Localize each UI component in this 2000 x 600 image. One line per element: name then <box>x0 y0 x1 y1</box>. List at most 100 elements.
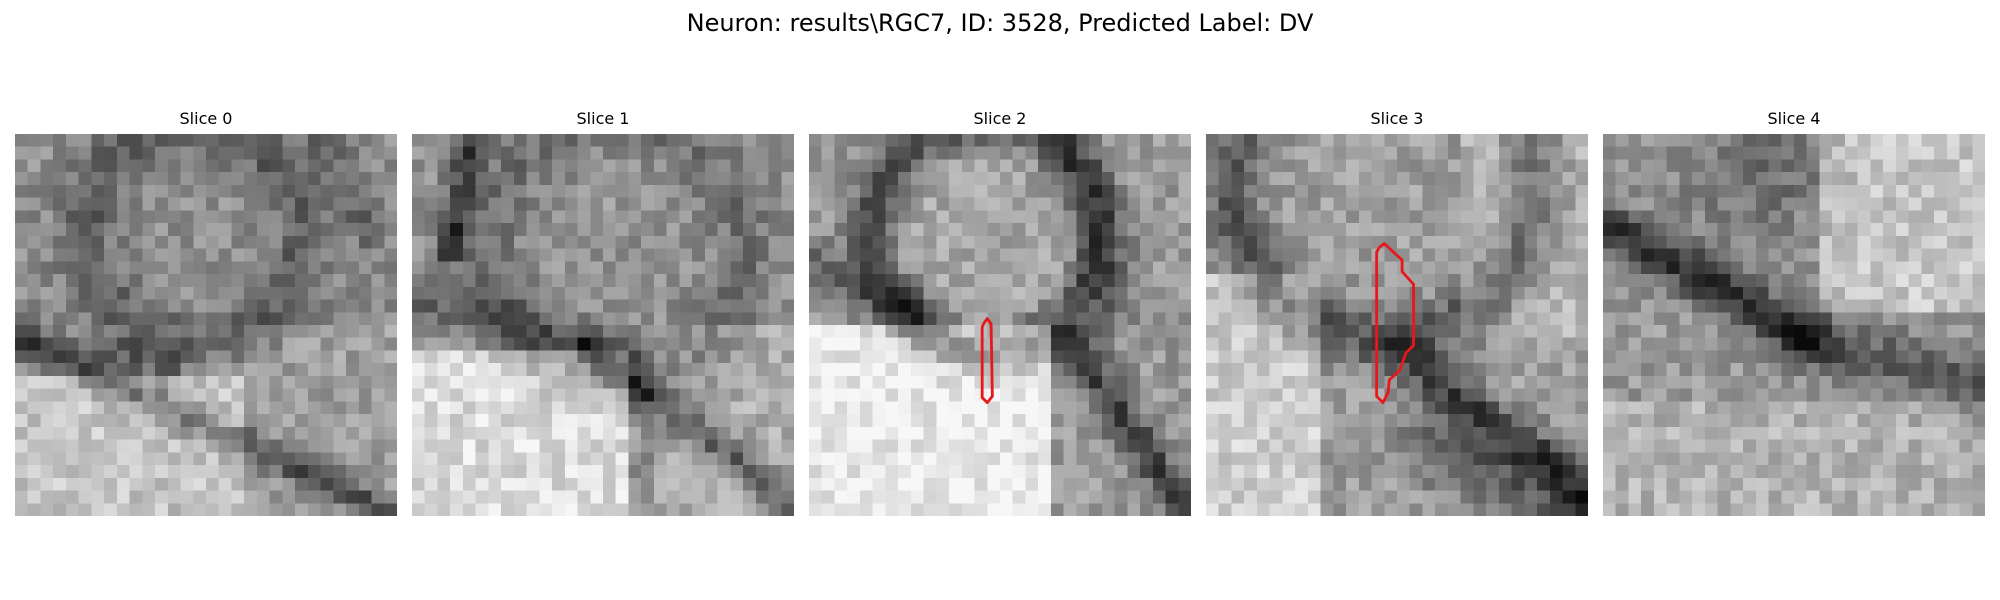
pixel-cell <box>1562 248 1576 262</box>
pixel-cell <box>412 299 425 313</box>
pixel-cell <box>1206 184 1219 198</box>
pixel-cell <box>475 261 489 275</box>
pixel-cell <box>1282 197 1296 211</box>
pixel-cell <box>412 134 425 147</box>
pixel-cell <box>206 172 219 186</box>
pixel-cell <box>1653 172 1667 186</box>
pixel-cell <box>603 388 616 402</box>
pixel-cell <box>1794 286 1807 300</box>
pixel-cell <box>1218 197 1232 211</box>
pixel-cell <box>1870 477 1884 491</box>
pixel-cell <box>1206 388 1219 402</box>
pixel-cell <box>1524 375 1538 389</box>
pixel-cell <box>872 274 886 288</box>
pixel-cell <box>1447 388 1461 402</box>
pixel-cell <box>577 261 591 275</box>
pixel-cell <box>1549 325 1563 338</box>
pixel-cell <box>1346 159 1360 173</box>
pixel-cell <box>768 223 782 237</box>
pixel-cell <box>628 235 642 249</box>
pixel-cell <box>142 465 156 479</box>
pixel-cell <box>717 401 731 415</box>
pixel-cell <box>462 159 476 173</box>
pixel-cell <box>730 286 744 300</box>
pixel-cell <box>590 134 604 147</box>
pixel-cell <box>564 465 578 479</box>
pixel-cell <box>1038 146 1052 160</box>
pixel-cell <box>898 223 912 237</box>
pixel-cell <box>1537 439 1551 453</box>
pixel-cell <box>1114 210 1128 224</box>
pixel-cell <box>641 197 655 211</box>
pixel-cell <box>1165 172 1179 186</box>
pixel-cell <box>1524 274 1538 288</box>
pixel-cell <box>1447 363 1461 377</box>
pixel-cell <box>603 414 616 428</box>
pixel-cell <box>910 312 924 326</box>
pixel-cell <box>1178 350 1191 364</box>
pixel-cell <box>1603 172 1616 186</box>
pixel-cell <box>1333 325 1347 338</box>
pixel-cell <box>1895 401 1909 415</box>
pixel-cell <box>1870 210 1884 224</box>
pixel-cell <box>653 350 667 364</box>
pixel-cell <box>628 286 642 300</box>
pixel-cell <box>1562 184 1576 198</box>
pixel-cell <box>1857 388 1871 402</box>
pixel-cell <box>1743 477 1757 491</box>
pixel-cell <box>155 337 169 351</box>
pixel-cell <box>295 363 309 377</box>
pixel-cell <box>1959 312 1973 326</box>
pixel-cell <box>1269 337 1283 351</box>
pixel-cell <box>1781 286 1795 300</box>
pixel-cell <box>437 248 451 262</box>
pixel-cell <box>1295 388 1309 402</box>
pixel-cell <box>1346 197 1360 211</box>
pixel-cell <box>1794 134 1807 147</box>
pixel-cell <box>910 248 924 262</box>
pixel-cell <box>244 350 258 364</box>
pixel-cell <box>1819 439 1833 453</box>
pixel-cell <box>885 134 899 147</box>
pixel-cell <box>1768 312 1782 326</box>
pixel-cell <box>27 299 41 313</box>
pixel-cell <box>1653 337 1667 351</box>
pixel-cell <box>462 350 476 364</box>
pixel-cell <box>1152 299 1166 313</box>
pixel-cell <box>936 146 950 160</box>
pixel-cell <box>1653 452 1667 466</box>
pixel-cell <box>1628 172 1642 186</box>
pixel-cell <box>1679 184 1693 198</box>
pixel-cell <box>692 477 706 491</box>
pixel-cell <box>809 235 822 249</box>
pixel-cell <box>1781 350 1795 364</box>
pixel-cell <box>1114 375 1128 389</box>
pixel-cell <box>1358 490 1372 504</box>
pixel-cell <box>320 337 334 351</box>
pixel-cell <box>1537 388 1551 402</box>
pixel-cell <box>1435 503 1449 516</box>
pixel-cell <box>91 210 105 224</box>
pixel-cell <box>564 159 578 173</box>
pixel-cell <box>692 465 706 479</box>
pixel-cell <box>1666 363 1680 377</box>
pixel-cell <box>603 274 616 288</box>
pixel-cell <box>116 426 130 440</box>
pixel-cell <box>1256 134 1270 147</box>
pixel-cell <box>1089 452 1103 466</box>
pixel-cell <box>1127 146 1141 160</box>
pixel-cell <box>821 401 835 415</box>
pixel-cell <box>295 172 309 186</box>
pixel-cell <box>501 235 515 249</box>
pixel-cell <box>437 184 451 198</box>
pixel-cell <box>193 146 207 160</box>
pixel-cell <box>1244 248 1258 262</box>
pixel-cell <box>193 235 207 249</box>
pixel-cell <box>1537 465 1551 479</box>
pixel-cell <box>628 312 642 326</box>
pixel-cell <box>1000 426 1013 440</box>
pixel-cell <box>1562 312 1576 326</box>
pixel-cell <box>256 401 270 415</box>
pixel-cell <box>552 223 566 237</box>
pixel-cell <box>692 363 706 377</box>
